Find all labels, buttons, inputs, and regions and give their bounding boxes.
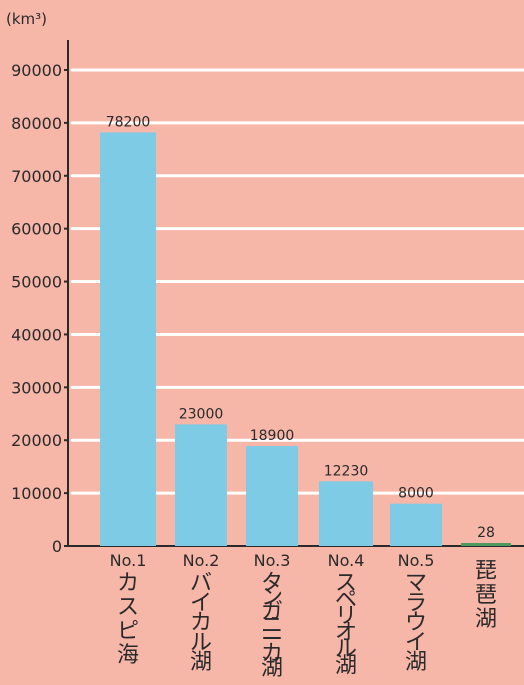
bars <box>100 132 511 547</box>
category-name-label: バイカル湖 <box>190 571 212 675</box>
bar <box>175 424 227 546</box>
value-label: 8000 <box>398 486 434 502</box>
y-tick-label: 0 <box>52 537 62 556</box>
bar <box>246 446 298 546</box>
category-name-label: タンガニーカ湖 <box>261 571 283 681</box>
bar <box>100 132 156 547</box>
y-tick-label: 60000 <box>11 220 62 239</box>
category-rank-label: No.1 <box>110 551 147 570</box>
category-name-label: マラウイ湖 <box>405 571 427 675</box>
y-tick-label: 20000 <box>11 431 62 450</box>
value-label: 28 <box>477 525 495 541</box>
y-tick-label: 80000 <box>11 114 62 133</box>
y-tick-labels: 0 10000 20000 30000 40000 50000 60000 70000 8000… <box>11 61 62 556</box>
bar <box>390 503 442 546</box>
value-label: 78200 <box>106 114 151 130</box>
bar <box>461 543 511 546</box>
y-axis-unit-label: (km³) <box>6 10 47 28</box>
y-tick-label: 10000 <box>11 484 62 503</box>
bar <box>319 481 373 546</box>
y-tick-label: 70000 <box>11 167 62 186</box>
category-rank-label: No.2 <box>183 551 220 570</box>
value-label: 12230 <box>324 463 369 479</box>
y-tick-label: 30000 <box>11 378 62 397</box>
value-label: 18900 <box>250 428 295 444</box>
category-name-label: スペリオル湖 <box>335 571 357 679</box>
category-rank-label: No.3 <box>254 551 291 570</box>
value-label: 23000 <box>179 406 224 422</box>
y-tick-label: 50000 <box>11 273 62 292</box>
y-tick-label: 40000 <box>11 325 62 344</box>
category-name-label: カスピ海 <box>117 571 139 668</box>
value-labels: 78200 23000 18900 12230 8000 28 <box>106 114 495 541</box>
category-rank-label: No.4 <box>328 551 365 570</box>
category-rank-label: No.5 <box>398 551 435 570</box>
y-tick-label: 90000 <box>11 61 62 80</box>
category-name-label: 琵琶湖 <box>475 559 497 632</box>
